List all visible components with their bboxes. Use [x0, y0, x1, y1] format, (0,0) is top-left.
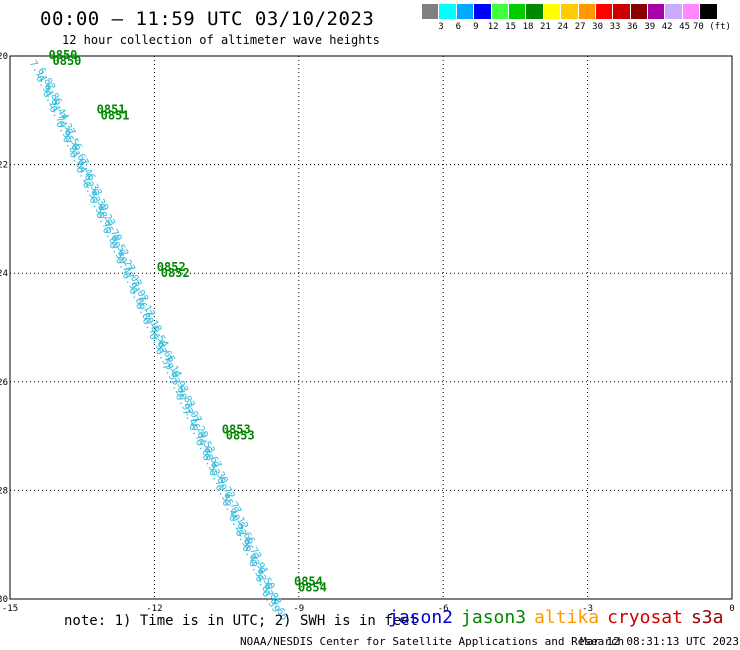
colorbar-swatch — [665, 4, 683, 19]
legend-cryosat: cryosat — [607, 607, 683, 628]
time-label: 0851 — [101, 108, 130, 122]
colorbar-swatch — [474, 4, 492, 19]
footer-note: note: 1) Time is in UTC; 2) SWH is in fe… — [64, 613, 419, 629]
map-subtitle: 12 hour collection of altimeter wave hei… — [62, 33, 380, 47]
colorbar-swatch — [648, 4, 666, 19]
time-label: 0853 — [226, 429, 255, 443]
colorbar-label: 12 — [487, 22, 499, 32]
legend-altika: altika — [534, 607, 600, 628]
colorbar-label: 24 — [557, 22, 569, 32]
x-tick-label: -3 — [582, 604, 593, 614]
colorbar-swatch — [439, 4, 457, 19]
y-tick-label: -28 — [0, 486, 8, 496]
colorbar-label: 21 — [539, 22, 551, 32]
legend-jason2: jason2 — [388, 607, 454, 628]
plot-border — [9, 55, 733, 600]
colorbar-swatch — [456, 4, 475, 19]
colorbar-label: 36 — [626, 22, 638, 32]
colorbar-label: 33 — [609, 22, 621, 32]
legend-s3a: s3a — [690, 607, 724, 628]
time-label: 0854 — [294, 575, 323, 589]
time-label: 0851 — [97, 102, 126, 116]
plot-frame — [9, 55, 733, 600]
colorbar-label: 39 — [644, 22, 656, 32]
x-tick-label: -9 — [293, 604, 304, 614]
time-label: 0854 — [298, 581, 327, 595]
axis-tick-labels: -15-12-9-6-30-20-22-24-26-28-30 — [0, 52, 735, 614]
colorbar-swatch — [700, 4, 718, 19]
colorbar-label: 3 — [438, 22, 444, 32]
colorbar-label: 9 — [473, 22, 479, 32]
colorbar-swatch — [682, 4, 701, 19]
colorbar-swatch — [526, 4, 544, 19]
colorbar-label: 15 — [505, 22, 517, 32]
colorbar-swatch — [595, 4, 614, 19]
map-title: 00:00 – 11:59 UTC 03/10/2023 — [40, 8, 375, 30]
generated-timestamp: Mar 12 08:31:13 UTC 2023 — [580, 635, 739, 648]
colorbar-swatch — [543, 4, 562, 19]
colorbar-label: 42 — [661, 22, 673, 32]
colorbar-swatch — [630, 4, 649, 19]
colorbar-swatch — [491, 4, 509, 19]
colorbar-label: 30 — [592, 22, 604, 32]
colorbar-label: 45 — [679, 22, 691, 32]
x-tick-label: -15 — [2, 604, 18, 614]
time-label: 0852 — [157, 260, 186, 274]
y-tick-label: -26 — [0, 378, 8, 388]
y-tick-label: -20 — [0, 52, 8, 62]
colorbar-swatch — [578, 4, 596, 19]
x-tick-label: -6 — [438, 604, 449, 614]
swh-colorbar — [422, 4, 718, 20]
colorbar-label: 6 — [455, 22, 462, 32]
grid-lines — [10, 56, 732, 599]
colorbar-swatch — [508, 4, 527, 19]
colorbar-swatch — [422, 4, 440, 19]
time-label: 0850 — [49, 48, 78, 62]
time-label: 0852 — [161, 266, 190, 280]
y-tick-label: -22 — [0, 161, 8, 171]
colorbar-label: 18 — [522, 22, 534, 32]
swh-track: 7.116.826.916.866.216.446.747.376.956.56… — [27, 58, 290, 622]
colorbar-swatch — [613, 4, 631, 19]
colorbar-swatch — [561, 4, 579, 19]
satellite-legend: jason2 jason3 altika cryosat s3a — [388, 607, 731, 628]
colorbar-labels: 3 6 9 12 15 18 21 24 27 30 33 36 39 42 45 70 (ft) — [422, 22, 740, 34]
time-label: 0850 — [53, 54, 82, 68]
legend-jason3: jason3 — [461, 607, 527, 628]
time-label: 0853 — [222, 423, 251, 437]
x-tick-label: -12 — [146, 604, 162, 614]
colorbar-label: 27 — [574, 22, 586, 32]
y-tick-label: -30 — [0, 595, 8, 605]
x-tick-label: 0 — [729, 604, 734, 614]
credit-line: NOAA/NESDIS Center for Satellite Applica… — [240, 635, 625, 648]
y-tick-label: -24 — [0, 269, 8, 279]
